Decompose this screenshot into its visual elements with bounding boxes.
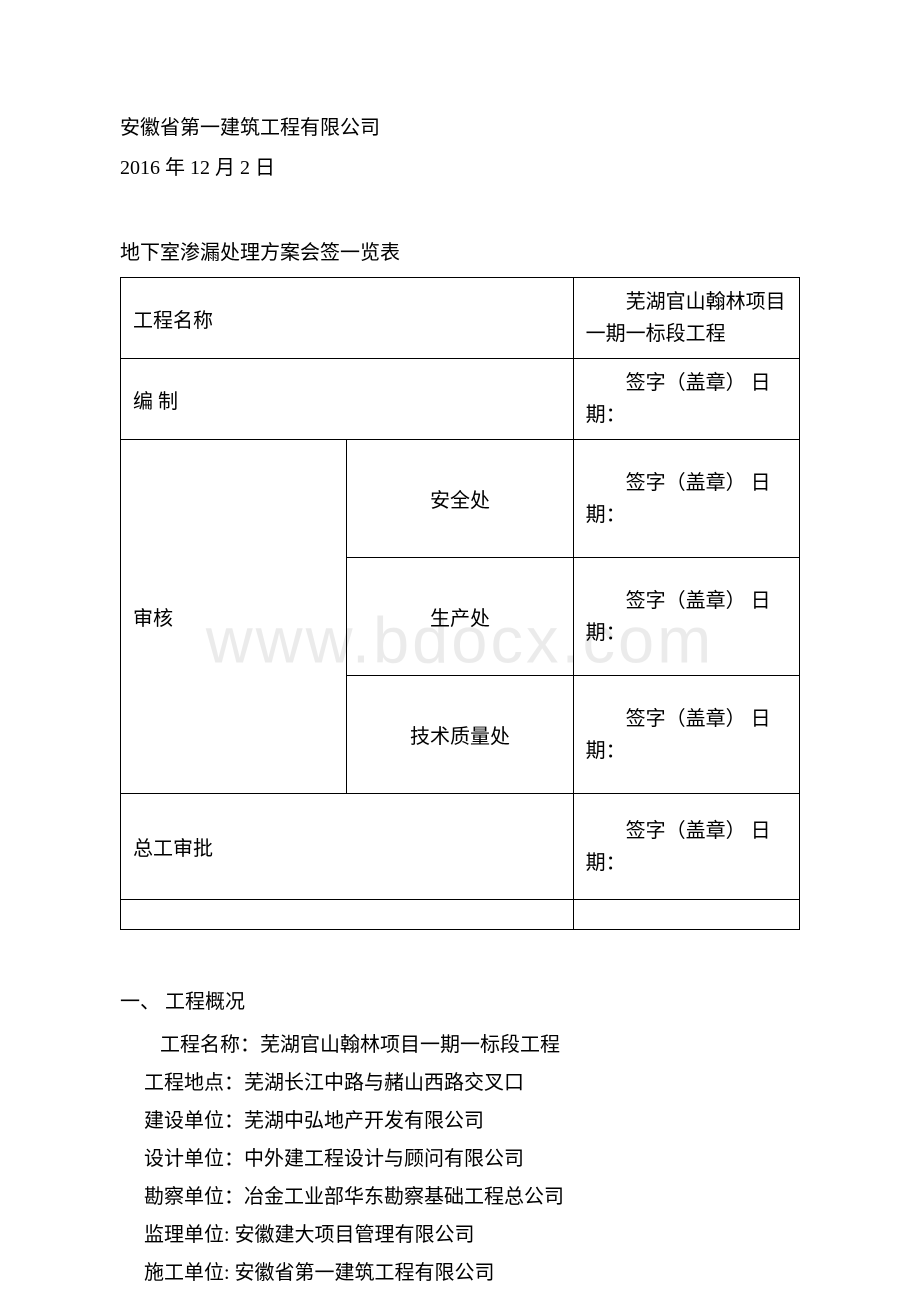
signoff-table: 工程名称 芜湖官山翰林项目一期一标段工程 编 制 签字（盖章） 日期： 审核 安…: [120, 277, 800, 930]
dept-production: 生产处: [347, 558, 573, 676]
dept-safety-sign: 签字（盖章） 日期：: [573, 440, 799, 558]
review-label: 审核: [121, 440, 347, 794]
empty-cell-right: [573, 900, 799, 930]
compile-sign: 签字（盖章） 日期：: [573, 359, 799, 440]
project-location-line: 工程地点：芜湖长江中路与赭山西路交叉口: [120, 1064, 800, 1102]
company-name: 安徽省第一建筑工程有限公司: [120, 110, 800, 146]
project-name-line: 工程名称：芜湖官山翰林项目一期一标段工程: [120, 1026, 800, 1064]
project-name-label: 工程名称: [121, 278, 574, 359]
supervision-unit-line: 监理单位: 安徽建大项目管理有限公司: [120, 1216, 800, 1254]
design-unit-line: 设计单位：中外建工程设计与顾问有限公司: [120, 1140, 800, 1178]
survey-unit-line: 勘察单位：冶金工业部华东勘察基础工程总公司: [120, 1178, 800, 1216]
dept-production-sign: 签字（盖章） 日期：: [573, 558, 799, 676]
dept-tech-quality: 技术质量处: [347, 676, 573, 794]
compile-label: 编 制: [121, 359, 574, 440]
dept-tech-quality-sign: 签字（盖章） 日期：: [573, 676, 799, 794]
section-1-heading: 一、 工程概况: [120, 985, 800, 1014]
chief-approval-sign: 签字（盖章） 日期：: [573, 794, 799, 900]
project-name-value: 芜湖官山翰林项目一期一标段工程: [573, 278, 799, 359]
document-date: 2016 年 12 月 2 日: [120, 150, 800, 186]
table-title: 地下室渗漏处理方案会签一览表: [120, 236, 800, 265]
dept-safety: 安全处: [347, 440, 573, 558]
construction-unit-line: 建设单位：芜湖中弘地产开发有限公司: [120, 1102, 800, 1140]
empty-cell-left: [121, 900, 574, 930]
chief-approval-label: 总工审批: [121, 794, 574, 900]
contractor-unit-line: 施工单位: 安徽省第一建筑工程有限公司: [120, 1254, 800, 1292]
